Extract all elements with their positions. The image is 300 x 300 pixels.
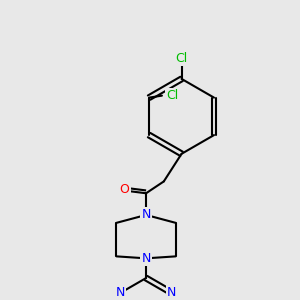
Text: Cl: Cl [176, 52, 188, 65]
Text: N: N [141, 252, 151, 265]
Text: O: O [119, 183, 129, 196]
Text: N: N [116, 286, 125, 299]
Text: N: N [141, 208, 151, 221]
Text: Cl: Cl [167, 89, 179, 102]
Text: N: N [167, 286, 176, 299]
